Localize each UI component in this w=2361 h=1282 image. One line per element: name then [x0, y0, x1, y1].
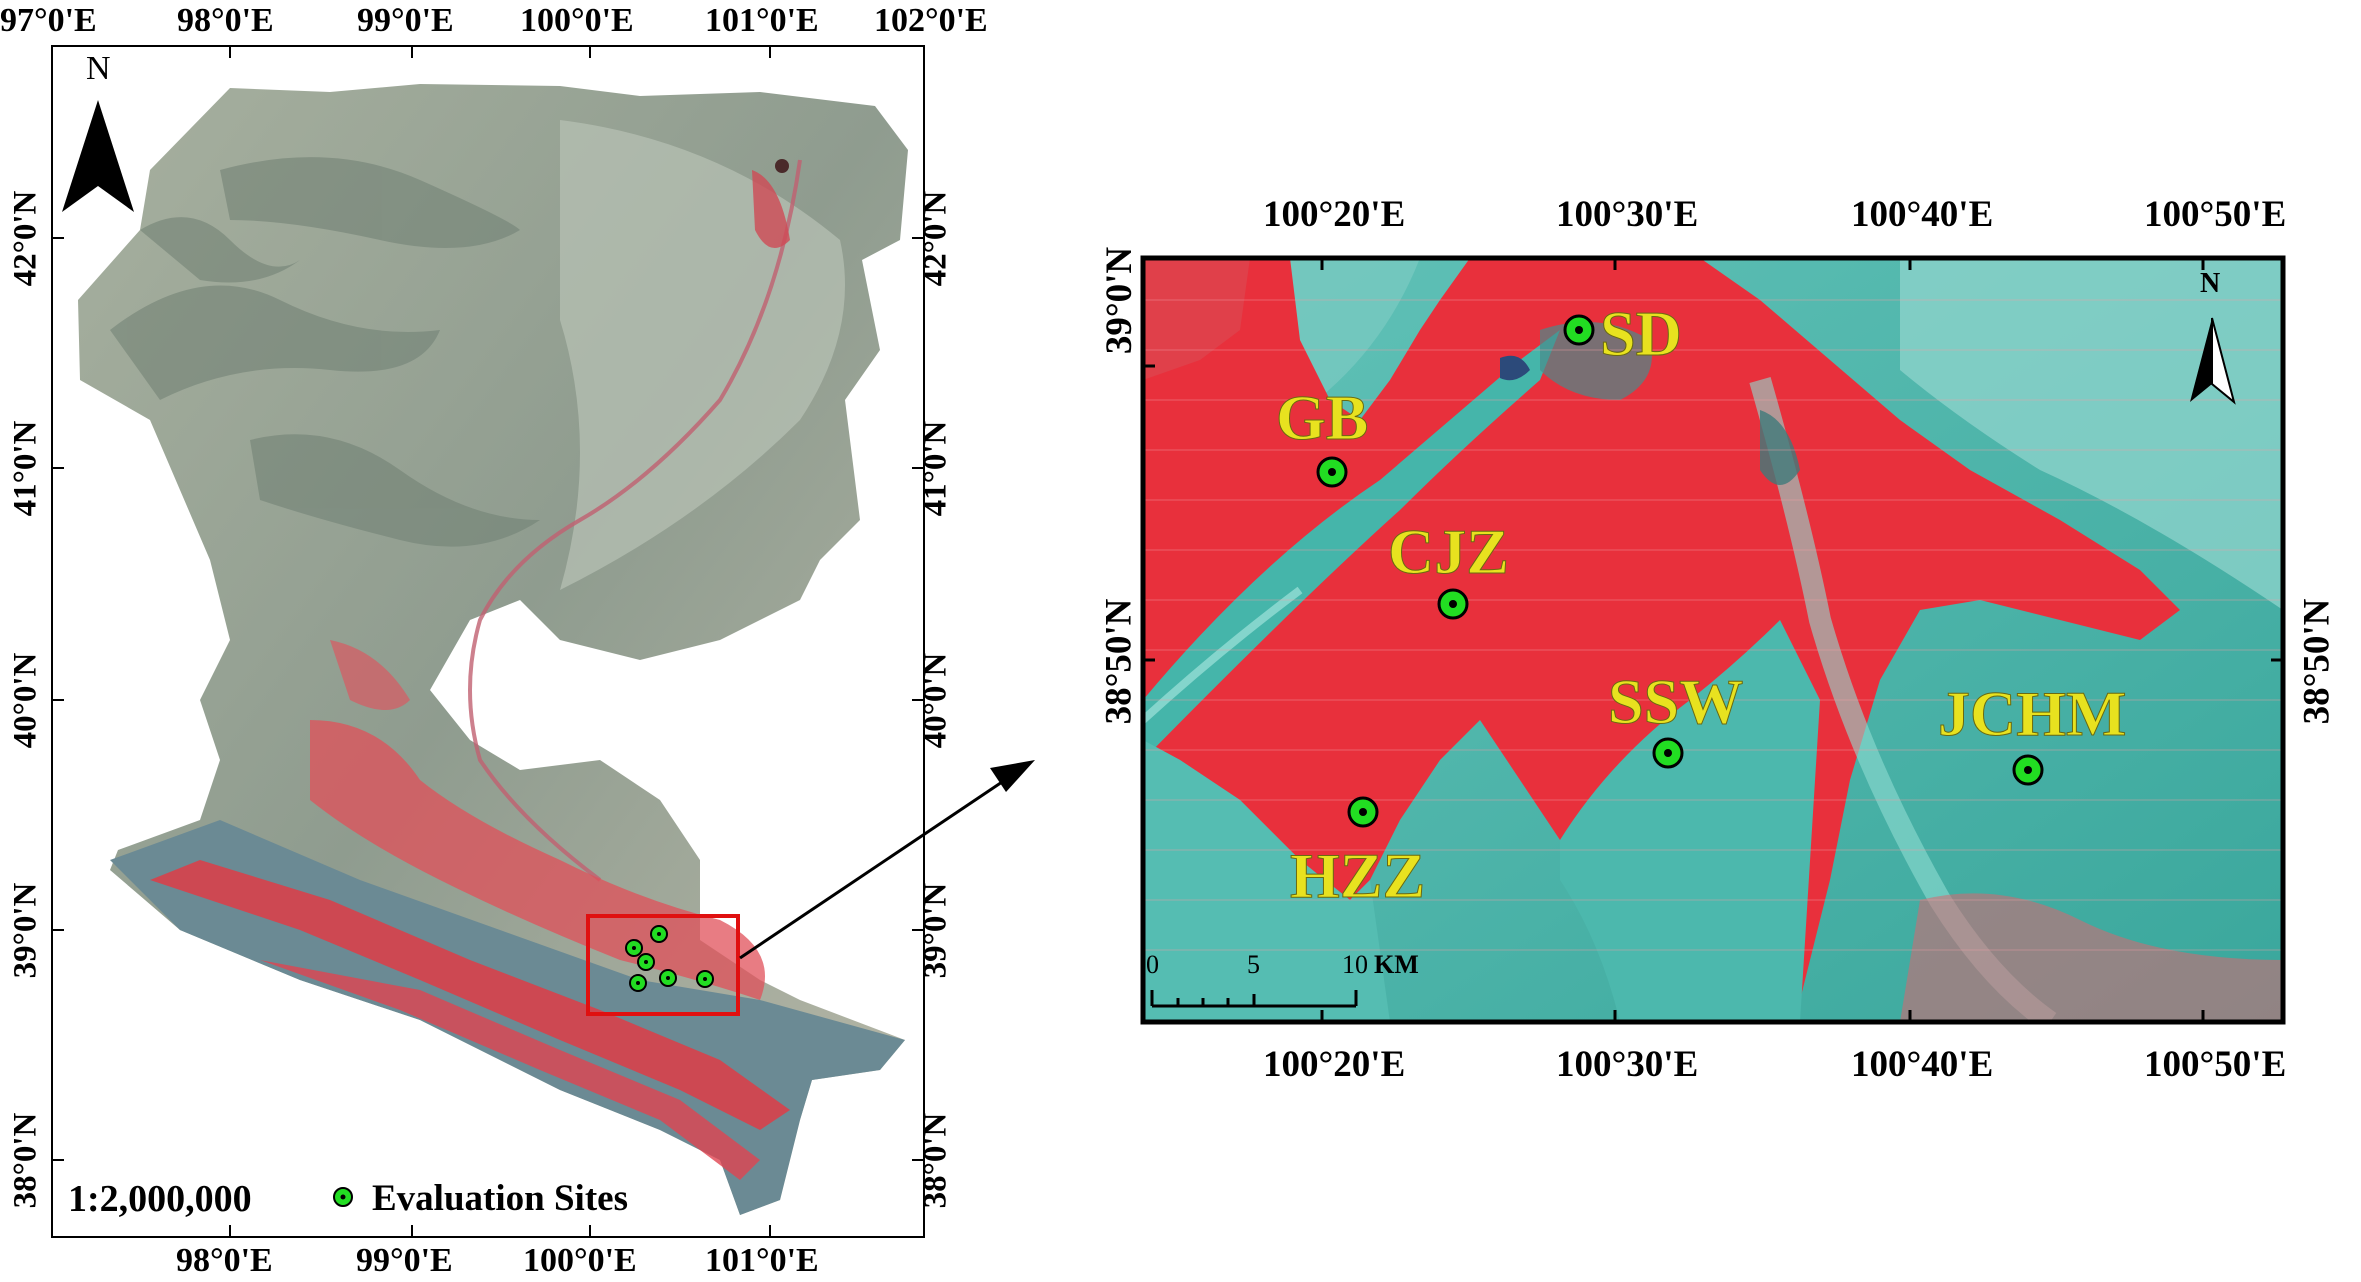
left-map-site-markers	[625, 925, 714, 992]
right-map-lat-1: 38°50'N	[1098, 598, 1140, 725]
left-lat-2: 40°0'N	[7, 652, 44, 749]
zoom-arrow-icon	[739, 760, 1035, 960]
scalebar-unit: KM	[1374, 950, 1419, 979]
site-marker-ssw	[1652, 737, 1684, 769]
left-map-vegetation-band	[150, 860, 790, 1130]
right-bottom-lon-0: 100°20'E	[1263, 1044, 1406, 1085]
left-lat-4: 38°0'N	[7, 1112, 44, 1209]
site-label-hzz: HZZ	[1289, 840, 1426, 911]
site-label-gb: GB	[1275, 382, 1369, 453]
left-lat-3: 39°0'N	[7, 882, 44, 979]
right-north-label: N	[2200, 268, 2221, 299]
scalebar-tick-2: 10	[1342, 950, 1368, 979]
right-side-lat-3: 39°0'N	[917, 882, 954, 979]
left-top-lon-5: 102°0'E	[874, 2, 988, 39]
legend-label: Evaluation Sites	[372, 1178, 628, 1219]
left-top-lon-4: 101°0'E	[705, 2, 819, 39]
right-side-lat-4: 38°0'N	[917, 1112, 954, 1209]
right-bottom-lon-2: 100°40'E	[1851, 1044, 1994, 1085]
right-top-lon-3: 100°50'E	[2144, 194, 2287, 235]
right-map-ticks	[1143, 258, 2283, 1022]
site-label-ssw: SSW	[1607, 666, 1744, 737]
left-map-frame	[51, 45, 925, 1238]
scalebar-tick-1: 5	[1247, 950, 1260, 979]
right-map-lat-0: 39°0'N	[1099, 246, 1141, 355]
left-top-lon-3: 100°0'E	[520, 2, 634, 39]
site-label-cjz: CJZ	[1388, 516, 1510, 587]
left-map-dark-spot	[775, 159, 789, 173]
left-map-oasis-northeast	[752, 170, 790, 248]
left-map-ticks	[52, 46, 924, 1237]
left-top-lon-0: 97°0'E	[0, 2, 97, 39]
site-marker-jchm	[2012, 754, 2044, 786]
right-side-lat-0: 42°0'N	[917, 190, 954, 287]
right-top-lon-1: 100°30'E	[1556, 194, 1699, 235]
site-label-jchm: JCHM	[1937, 678, 2127, 749]
left-north-label: N	[86, 50, 111, 87]
left-top-lon-1: 98°0'E	[177, 2, 274, 39]
left-north-arrow-icon	[62, 100, 134, 212]
right-side-lat-1: 41°0'N	[917, 420, 954, 517]
study-area-highlight-box	[586, 914, 740, 1016]
left-bottom-lon-1: 99°0'E	[356, 1242, 453, 1279]
left-map-terrain-texture	[110, 157, 540, 547]
right-bottom-lon-1: 100°30'E	[1556, 1044, 1699, 1085]
right-top-lon-2: 100°40'E	[1851, 194, 1994, 235]
site-marker-sd	[1563, 314, 1595, 346]
right-top-lon-0: 100°20'E	[1263, 194, 1406, 235]
site-label-sd: SD	[1600, 298, 1683, 369]
scalebar-tick-0: 0	[1146, 950, 1159, 979]
right-map-lat-right-0: 38°50'N	[2296, 598, 2338, 725]
right-bottom-lon-3: 100°50'E	[2144, 1044, 2287, 1085]
left-bottom-lon-0: 98°0'E	[176, 1242, 273, 1279]
right-map-oasis	[1143, 258, 2180, 1020]
left-map-oasis-north	[330, 640, 410, 710]
left-top-lon-2: 99°0'E	[357, 2, 454, 39]
left-lat-0: 42°0'N	[7, 190, 44, 287]
left-bottom-lon-2: 100°0'E	[523, 1242, 637, 1279]
right-map-image	[1143, 258, 2283, 1022]
right-map-river-band	[1143, 330, 1560, 760]
left-map-river	[468, 159, 802, 882]
right-scale-bar	[1150, 990, 1358, 1008]
right-side-lat-2: 40°0'N	[917, 652, 954, 749]
scale-ratio-text: 1:2,000,000	[68, 1178, 252, 1220]
site-marker-gb	[1316, 456, 1348, 488]
right-map-site-markers	[1316, 314, 2044, 828]
left-bottom-lon-3: 101°0'E	[705, 1242, 819, 1279]
site-marker-hzz	[1347, 796, 1379, 828]
right-map-frame	[1140, 255, 2286, 1025]
right-north-arrow-icon	[2190, 317, 2236, 405]
left-lat-1: 41°0'N	[7, 420, 44, 517]
site-marker-cjz	[1437, 588, 1469, 620]
